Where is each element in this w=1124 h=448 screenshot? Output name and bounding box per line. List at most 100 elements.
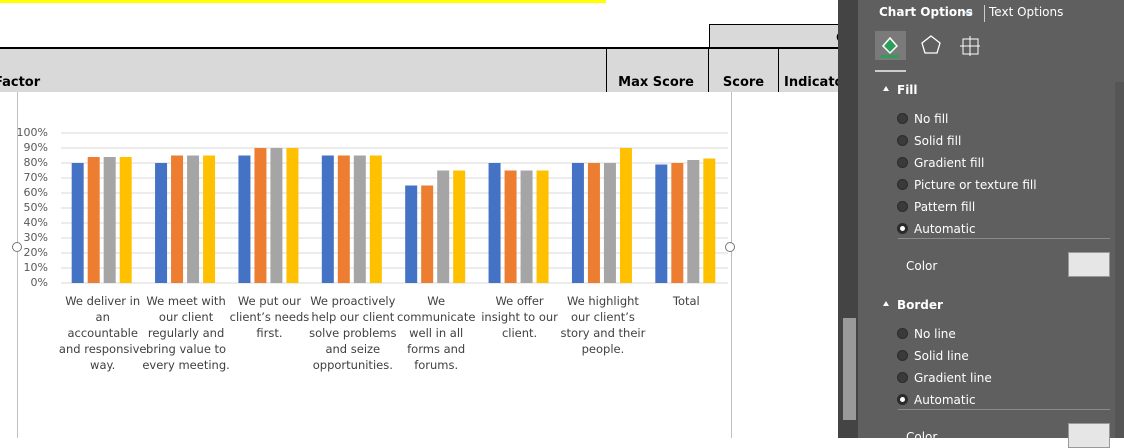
radio[interactable] <box>897 113 908 124</box>
y-tick-label: 70% <box>24 171 48 184</box>
size-tab[interactable] <box>959 34 981 56</box>
radio[interactable] <box>897 328 908 339</box>
radio-label[interactable]: No fill <box>914 112 949 126</box>
chart-area[interactable]: 0% 10% 20% 30% 40% 50% 60% 70% 80% 90% 100% We del… <box>17 92 732 438</box>
bar <box>155 163 168 283</box>
bar <box>71 163 84 283</box>
radio[interactable] <box>897 201 908 212</box>
bar <box>187 155 200 283</box>
radio-label[interactable]: Automatic <box>914 222 976 236</box>
separator <box>898 238 1110 239</box>
y-tick-label: 30% <box>24 231 48 244</box>
bar <box>687 160 700 283</box>
bar <box>571 163 584 283</box>
bar <box>437 170 450 283</box>
section-title[interactable]: Fill <box>897 83 918 97</box>
bar <box>488 163 501 283</box>
effects-tab[interactable] <box>920 34 942 56</box>
divider <box>984 5 985 22</box>
tab[interactable]: Text Options <box>989 5 1064 19</box>
bar <box>655 164 668 283</box>
bar <box>238 155 251 283</box>
radio[interactable] <box>897 157 908 168</box>
y-tick-label: 20% <box>24 246 48 259</box>
collapse-arrow <box>883 86 889 91</box>
bar <box>353 155 366 283</box>
y-tick-label: 40% <box>24 216 48 229</box>
radio-label[interactable]: Gradient fill <box>914 156 985 170</box>
y-tick-label: 50% <box>24 201 48 214</box>
radio-label[interactable]: No line <box>914 327 956 341</box>
radio-label[interactable]: Pattern fill <box>914 200 976 214</box>
resize-handle[interactable] <box>10 240 24 254</box>
bar <box>286 148 299 283</box>
y-tick-label: 90% <box>24 141 48 154</box>
chart: 0% 10% 20% 30% 40% 50% 60% 70% 80% 90% 100% <box>18 126 728 289</box>
bar <box>87 157 100 283</box>
resize-handle[interactable] <box>723 240 737 254</box>
bar <box>671 163 684 283</box>
column-header: Max Score <box>607 47 709 92</box>
bar <box>520 170 533 283</box>
color-button[interactable] <box>1068 252 1110 277</box>
bar <box>171 155 184 283</box>
radio[interactable] <box>897 394 908 405</box>
bar <box>103 157 116 283</box>
y-tick-label: 80% <box>24 156 48 169</box>
y-tick-label: 10% <box>24 261 48 274</box>
y-tick-label: 0% <box>31 276 48 289</box>
bar <box>337 155 350 283</box>
radio[interactable] <box>897 223 908 234</box>
x-tick-label: We highlight our client’s story and thei… <box>560 294 646 356</box>
format-pane: Chart Options Text Options Fill No fill Soli… <box>838 0 1124 448</box>
bar <box>587 163 600 283</box>
x-tick-label: We deliver in an accountable and respons… <box>58 294 147 372</box>
group-header: C <box>709 24 849 47</box>
color-label: Color <box>906 430 938 444</box>
radio-label[interactable]: Picture or texture fill <box>914 178 1037 192</box>
y-tick-label: 100% <box>18 126 48 139</box>
bar <box>321 155 334 283</box>
bar <box>270 148 283 283</box>
color-button[interactable] <box>1068 423 1110 448</box>
column-header: Score <box>709 47 779 92</box>
collapse-arrow <box>883 301 889 306</box>
color-label: Color <box>906 259 938 273</box>
y-tick-label: 60% <box>24 186 48 199</box>
radio[interactable] <box>897 179 908 190</box>
column-header: Indicato <box>779 47 839 92</box>
radio[interactable] <box>897 372 908 383</box>
x-tick-label: We meet with our client regularly and br… <box>142 294 230 372</box>
bar <box>254 148 267 283</box>
bar <box>203 155 216 283</box>
radio[interactable] <box>897 350 908 361</box>
dropdown-chevron[interactable] <box>962 8 974 18</box>
x-tick-label: We offer insight to our client. <box>481 294 558 340</box>
scroll-thumb[interactable] <box>843 318 856 420</box>
separator <box>898 409 1110 410</box>
radio-label[interactable]: Solid fill <box>914 134 962 148</box>
x-tick-label: We proactively help our client solve pro… <box>309 294 397 372</box>
bar <box>453 170 466 283</box>
x-tick-label: We put our client’s needs first. <box>229 294 310 340</box>
bar <box>421 185 434 283</box>
radio-label[interactable]: Solid line <box>914 349 969 363</box>
x-tick-label: We communicate well in all forms and for… <box>396 294 476 372</box>
x-tick-label: Total <box>672 294 700 308</box>
radio[interactable] <box>897 135 908 146</box>
pane-scrollbar <box>1115 82 1124 438</box>
bar <box>369 155 382 283</box>
bar <box>504 170 517 283</box>
bar <box>703 158 716 283</box>
bar <box>119 157 132 283</box>
tab[interactable]: Chart Options <box>879 5 973 19</box>
radio-label[interactable]: Automatic <box>914 393 976 407</box>
bar <box>619 148 632 283</box>
fill-line-tab[interactable] <box>875 31 906 60</box>
column-header: Factor <box>0 47 607 92</box>
highlight-bar <box>0 0 606 3</box>
section-title[interactable]: Border <box>897 298 943 312</box>
radio-label[interactable]: Gradient line <box>914 371 992 385</box>
bar <box>405 185 418 283</box>
